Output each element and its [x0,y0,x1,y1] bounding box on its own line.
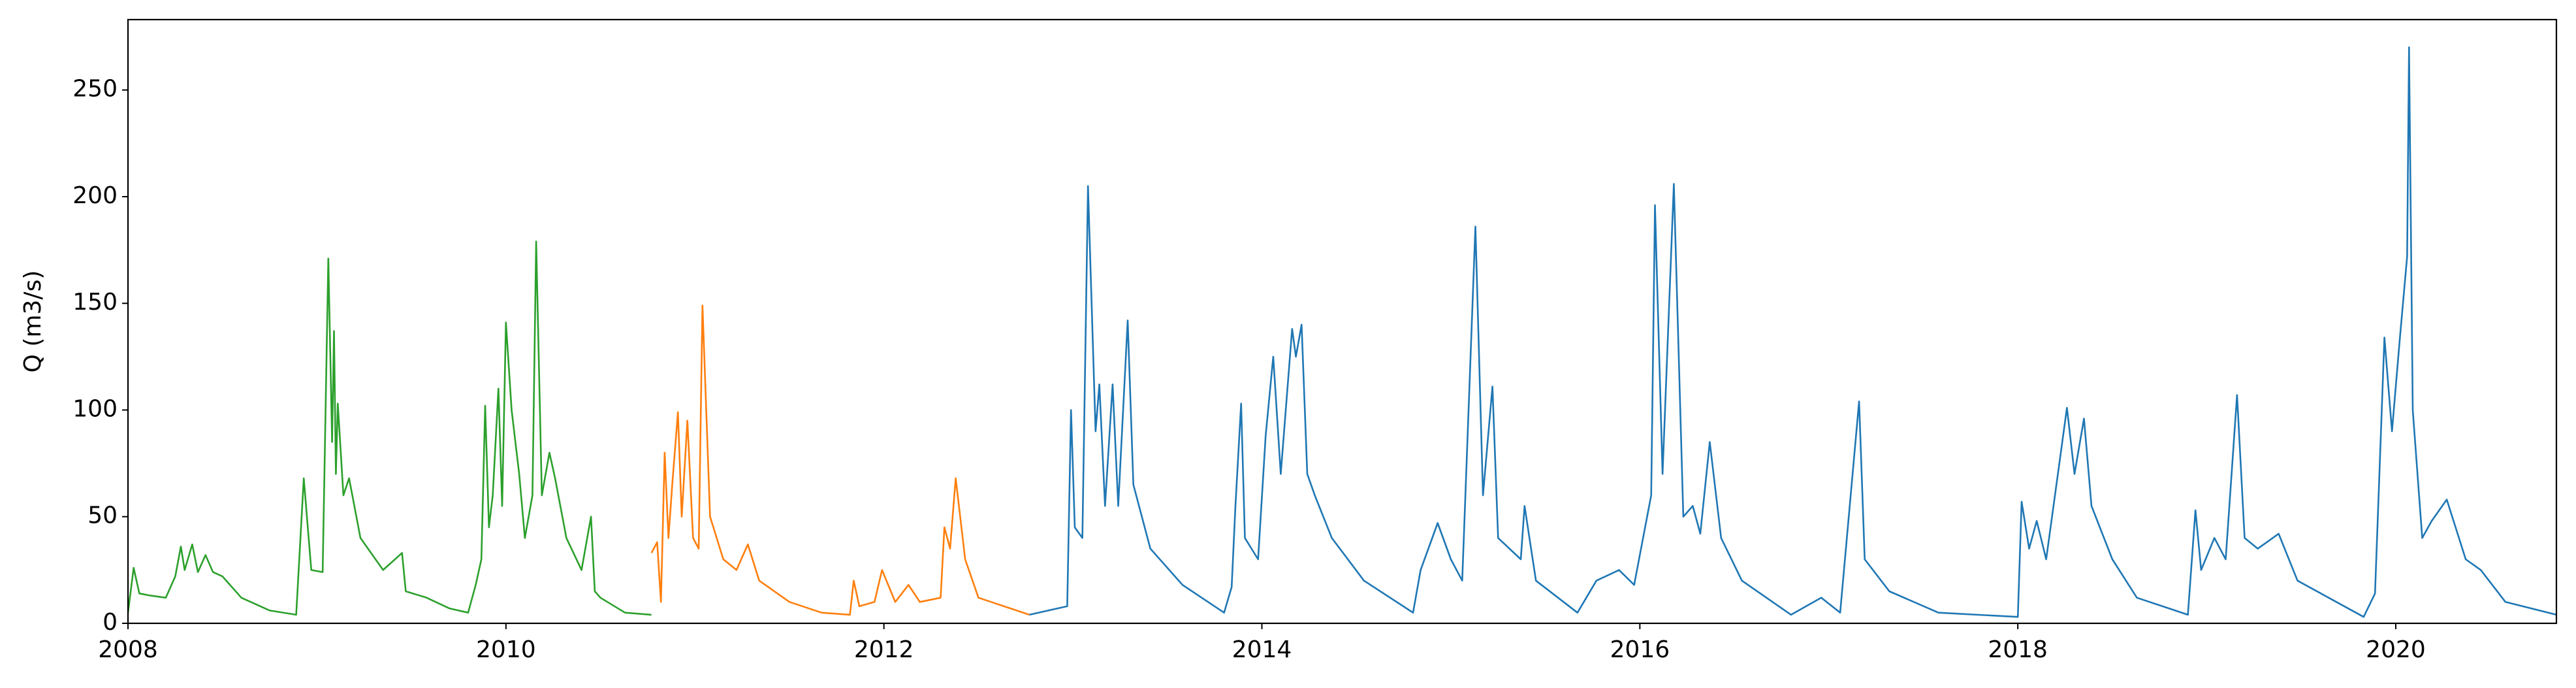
x-tick-label: 2012 [854,636,914,663]
x-tick-label: 2014 [1232,636,1292,663]
x-tick-label: 2016 [1610,636,1670,663]
series-line [650,304,1030,616]
y-tick-label: 150 [72,289,118,316]
y-tick-label: 200 [72,182,118,209]
x-tick-label: 2020 [2366,636,2426,663]
x-tick-label: 2018 [1988,636,2048,663]
x-tick-label: 2008 [98,636,158,663]
series-line [1029,46,2556,618]
y-tick-label: 100 [72,395,118,422]
plot-frame [127,18,2558,625]
y-axis-label: Q (m3/s) [20,270,46,373]
x-tick-label: 2010 [476,636,536,663]
y-tick-label: 0 [103,609,118,636]
y-tick-label: 250 [72,76,118,103]
series-line [128,240,652,616]
y-tick-label: 50 [87,502,118,529]
